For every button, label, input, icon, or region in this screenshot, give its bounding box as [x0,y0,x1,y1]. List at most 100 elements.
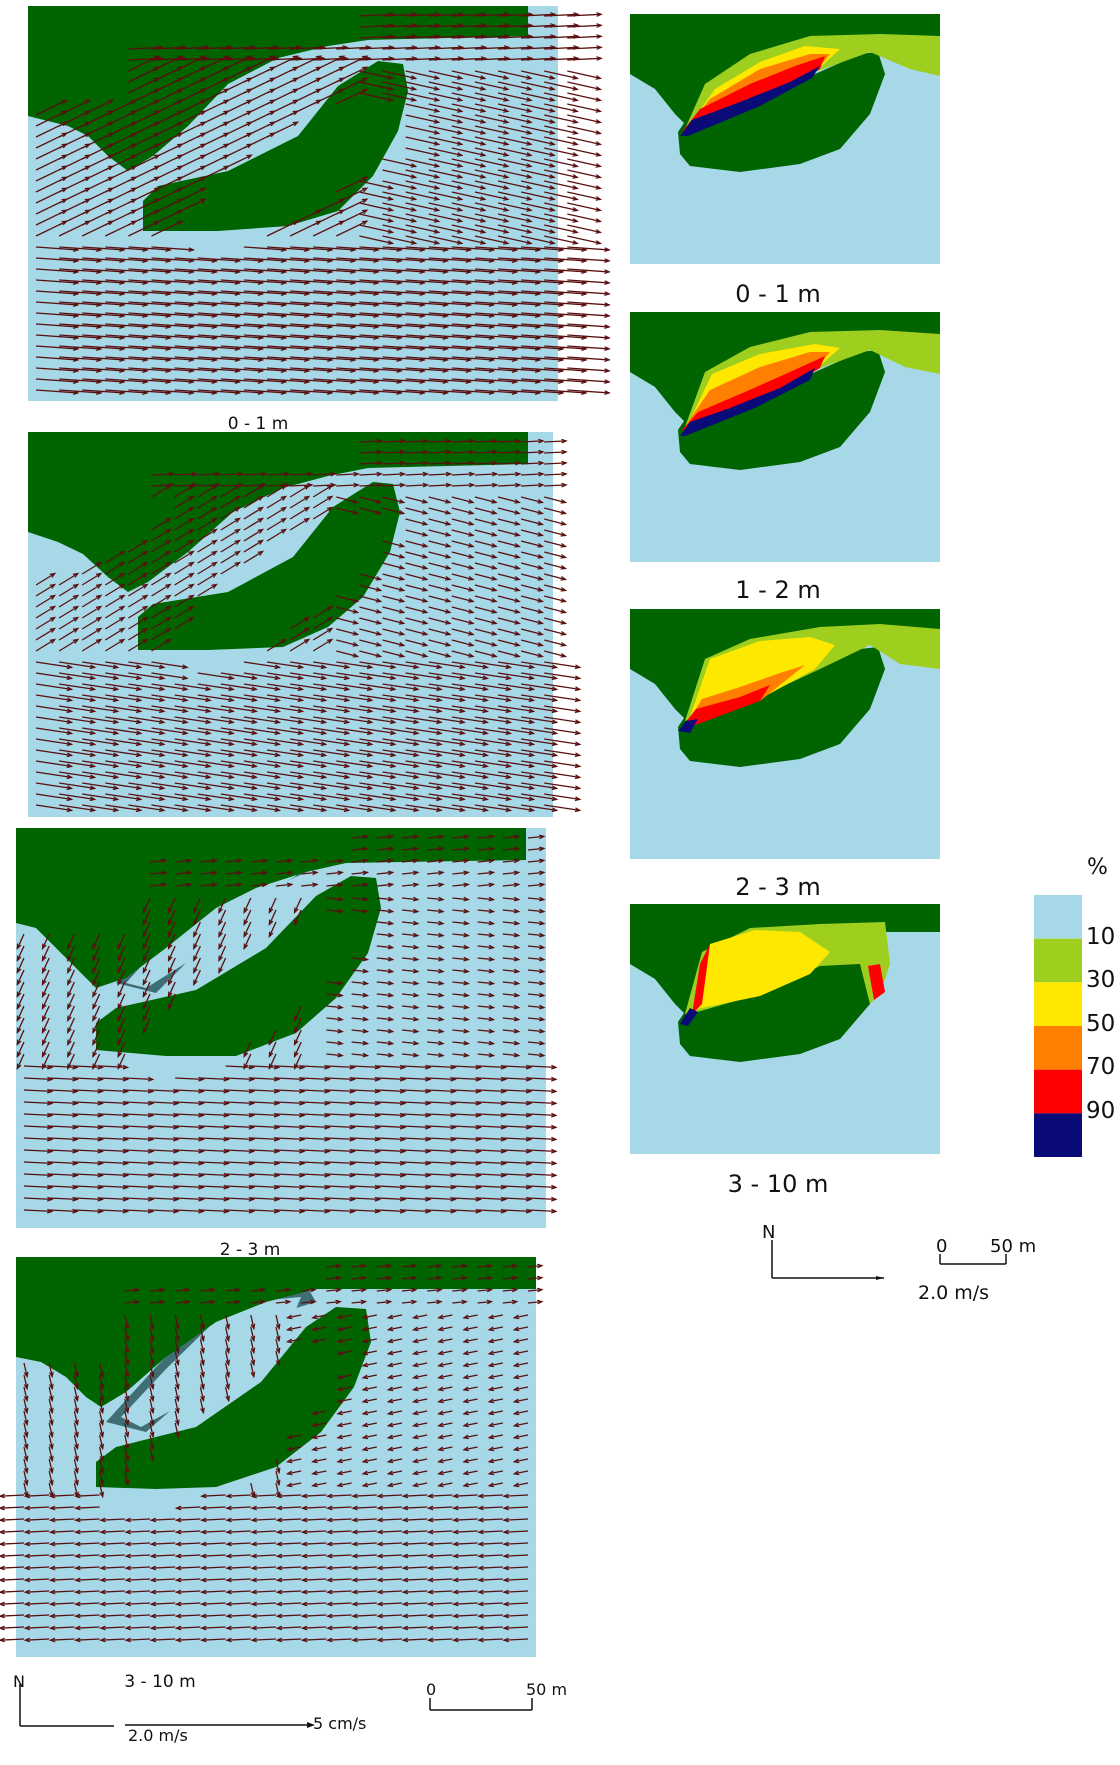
velocity-arrowhead [303,506,311,512]
velocity-arrow [266,312,309,317]
velocity-arrowhead [149,1541,157,1547]
velocity-arrowhead [326,1517,333,1523]
velocity-arrow [497,235,532,245]
velocity-arrow [502,1101,531,1105]
velocity-arrow [544,213,578,223]
velocity-arrowhead [526,75,533,80]
velocity-arrowhead [503,207,510,212]
velocity-arrowhead [0,1613,5,1619]
velocity-arrowhead [107,187,115,193]
velocity-arrow [497,606,520,614]
velocity-arrow [128,705,165,713]
velocity-arrowhead [411,1458,419,1464]
velocity-arrowhead [376,482,384,488]
velocity-arrowhead [173,1172,180,1178]
velocity-arrow [405,462,428,465]
velocity-arrowhead [243,1051,249,1059]
velocity-arrowhead [228,719,235,725]
velocity-arrow [174,760,211,768]
velocity-arrowhead [399,1172,407,1178]
velocity-arrowhead [200,1359,205,1367]
velocity-arrow [497,727,534,735]
velocity-arrow [359,246,402,251]
velocity-arrowhead [502,1601,509,1607]
velocity-arrow [451,35,486,39]
velocity-arrowhead [200,110,207,116]
velocity-arrowhead [361,1374,369,1380]
velocity-arrow [521,738,557,746]
velocity-arrowhead [426,1613,434,1619]
velocity-arrowhead [218,907,223,915]
velocity-arrow [201,1626,226,1629]
velocity-arrow [382,367,425,372]
velocity-arrow [197,301,240,306]
velocity-arrow [359,334,402,339]
velocity-arrow [503,1626,529,1629]
velocity-arrowhead [362,992,370,998]
velocity-arrow [197,279,240,284]
velocity-arrowhead [275,1613,283,1619]
velocity-arrow [477,835,494,839]
velocity-arrowhead [574,686,582,692]
velocity-arrowhead [596,56,603,61]
velocity-arrowhead [74,1383,79,1391]
velocity-arrowhead [491,598,498,603]
velocity-arrowhead [488,908,496,914]
velocity-arrow [376,1149,405,1153]
velocity-arrow [100,1638,125,1641]
velocity-arrow [376,1300,391,1304]
velocity-arrowhead [386,1410,394,1416]
velocity-arrow [452,1065,481,1069]
velocity-arrow [405,103,439,113]
velocity-arrow [41,945,50,961]
velocity-arrow [174,312,217,317]
velocity-arrowhead [200,187,207,193]
velocity-arrow [451,529,474,537]
velocity-arrow [488,1362,503,1367]
velocity-arrowhead [376,1601,383,1607]
velocity-arrowhead [280,484,288,490]
velocity-arrow [142,969,151,985]
velocity-arrowhead [505,697,513,703]
velocity-arrowhead [246,55,253,61]
velocity-arrow [98,1386,104,1401]
velocity-arrow [312,1470,327,1475]
velocity-arrowhead [198,1208,205,1214]
velocity-arrow [142,993,151,1009]
velocity-arrowhead [437,1374,444,1380]
velocity-arrow [452,909,469,913]
velocity-arrowhead [574,730,582,736]
velocity-arrowhead [525,1208,533,1214]
velocity-arrow [474,235,509,245]
velocity-arrowhead [182,719,189,725]
velocity-arrowhead [124,1407,130,1415]
velocity-arrowhead [303,484,311,490]
velocity-arrowhead [426,1565,434,1571]
velocity-arrow [81,638,102,652]
velocity-arrow [35,782,72,790]
velocity-arrowhead [421,598,429,603]
velocity-arrow [58,605,79,619]
velocity-arrow [35,760,72,768]
velocity-arrowhead [74,1601,81,1607]
velocity-arrowhead [248,1196,256,1202]
velocity-arrowhead [149,1347,155,1355]
velocity-arrow [544,606,566,614]
velocity-arrow [197,345,240,350]
velocity-arrowhead [142,1003,148,1011]
velocity-arrow [175,1300,190,1304]
velocity-arrow [293,1041,302,1057]
velocity-arrow [544,661,580,669]
velocity-arrow [326,1029,343,1033]
velocity-arrowhead [336,1434,343,1440]
velocity-arrow [251,1566,277,1569]
velocity-arrowhead [250,1577,257,1583]
velocity-arrowhead [487,1434,495,1440]
velocity-arrow [377,1542,403,1545]
velocity-arrowhead [89,675,97,681]
velocity-arrowhead [526,108,533,113]
velocity-arrowhead [97,1064,104,1070]
velocity-arrow [428,760,465,768]
velocity-arrowhead [273,1064,281,1070]
velocity-arrowhead [537,543,544,548]
